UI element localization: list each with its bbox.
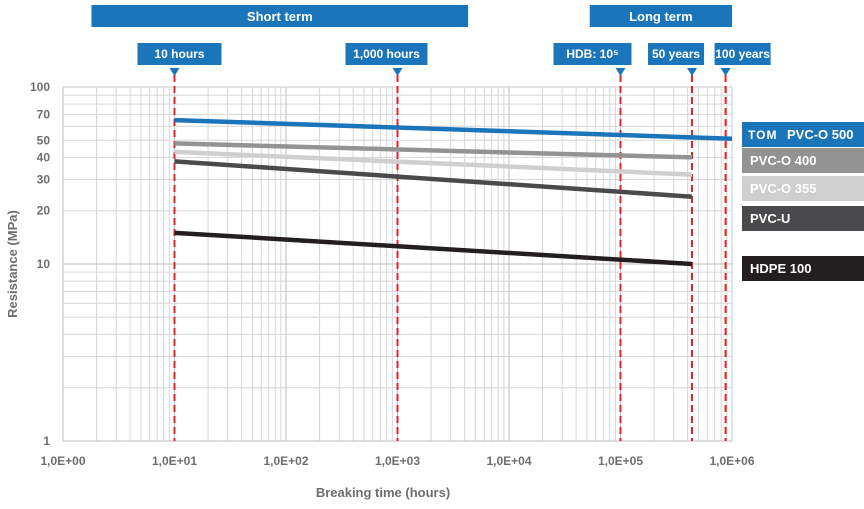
marker-label: 50 years bbox=[652, 47, 700, 61]
x-tick-label: 1,0E+02 bbox=[263, 454, 308, 468]
x-tick-label: 1,0E+03 bbox=[375, 454, 420, 468]
y-tick-label: 1 bbox=[43, 434, 50, 448]
legend-label: PVC-U bbox=[750, 211, 790, 226]
y-tick-label: 10 bbox=[37, 257, 51, 271]
legend-swatch bbox=[742, 176, 864, 201]
term-band bbox=[91, 5, 469, 27]
marker-arrow bbox=[615, 68, 626, 76]
marker-label-box bbox=[137, 43, 222, 65]
x-tick-label: 1,0E+04 bbox=[486, 454, 531, 468]
legend-swatch bbox=[742, 148, 864, 173]
series-line bbox=[174, 230, 693, 267]
term-band-label: Short term bbox=[247, 9, 313, 24]
series-lines bbox=[174, 117, 733, 267]
legend-swatch bbox=[742, 256, 864, 281]
marker-label: HDB: 10⁵ bbox=[566, 47, 618, 61]
y-tick-label: 70 bbox=[37, 107, 51, 121]
marker-label-box bbox=[345, 43, 428, 65]
marker-label-box bbox=[714, 43, 771, 65]
marker-arrow bbox=[687, 68, 698, 76]
series-line bbox=[174, 159, 693, 199]
marker-label-box bbox=[553, 43, 632, 65]
y-tick-label: 40 bbox=[37, 150, 51, 164]
legend-label: PVC-O 355 bbox=[750, 181, 816, 196]
y-tick-label: 30 bbox=[37, 173, 51, 187]
legend-logo: TOM bbox=[748, 128, 777, 142]
x-tick-label: 1,0E+01 bbox=[152, 454, 197, 468]
marker-arrow bbox=[392, 68, 403, 76]
x-axis-label: Breaking time (hours) bbox=[316, 485, 450, 500]
term-bands: Short term Long term bbox=[91, 5, 732, 27]
x-tick-label: 1,0E+06 bbox=[709, 454, 754, 468]
legend-label: PVC-O 500 bbox=[787, 127, 853, 142]
series-line bbox=[174, 141, 693, 160]
legend-label: PVC-O 400 bbox=[750, 153, 816, 168]
tick-labels: 1,0E+00 1,0E+01 1,0E+02 1,0E+03 1,0E+04 1,0E+… bbox=[30, 80, 755, 468]
y-axis-label: Resistance (MPa) bbox=[5, 210, 20, 318]
marker-arrow bbox=[720, 68, 731, 76]
marker-label: 100 years bbox=[715, 47, 770, 61]
series-line bbox=[174, 117, 733, 142]
marker-label: 10 hours bbox=[154, 47, 204, 61]
term-band bbox=[589, 5, 732, 27]
marker-arrow bbox=[169, 68, 180, 76]
series-line bbox=[174, 149, 693, 177]
legend: TOM PVC-O 500 PVC-O 400 PVC-O 355 PVC-U HDPE … bbox=[742, 122, 864, 281]
x-tick-label: 1,0E+00 bbox=[40, 454, 85, 468]
marker-lines: 10 hours 1,000 hours HDB: 10⁵ 50 years 100 y… bbox=[137, 43, 771, 441]
marker-label: 1,000 hours bbox=[353, 47, 420, 61]
y-tick-label: 50 bbox=[37, 133, 51, 147]
y-tick-label: 100 bbox=[30, 80, 50, 94]
term-band-label: Long term bbox=[629, 9, 693, 24]
marker-label-box bbox=[648, 43, 705, 65]
legend-swatch bbox=[742, 122, 864, 147]
y-tick-label: 20 bbox=[37, 204, 51, 218]
x-tick-label: 1,0E+05 bbox=[598, 454, 643, 468]
legend-swatch bbox=[742, 206, 864, 231]
legend-label: HDPE 100 bbox=[750, 261, 811, 276]
